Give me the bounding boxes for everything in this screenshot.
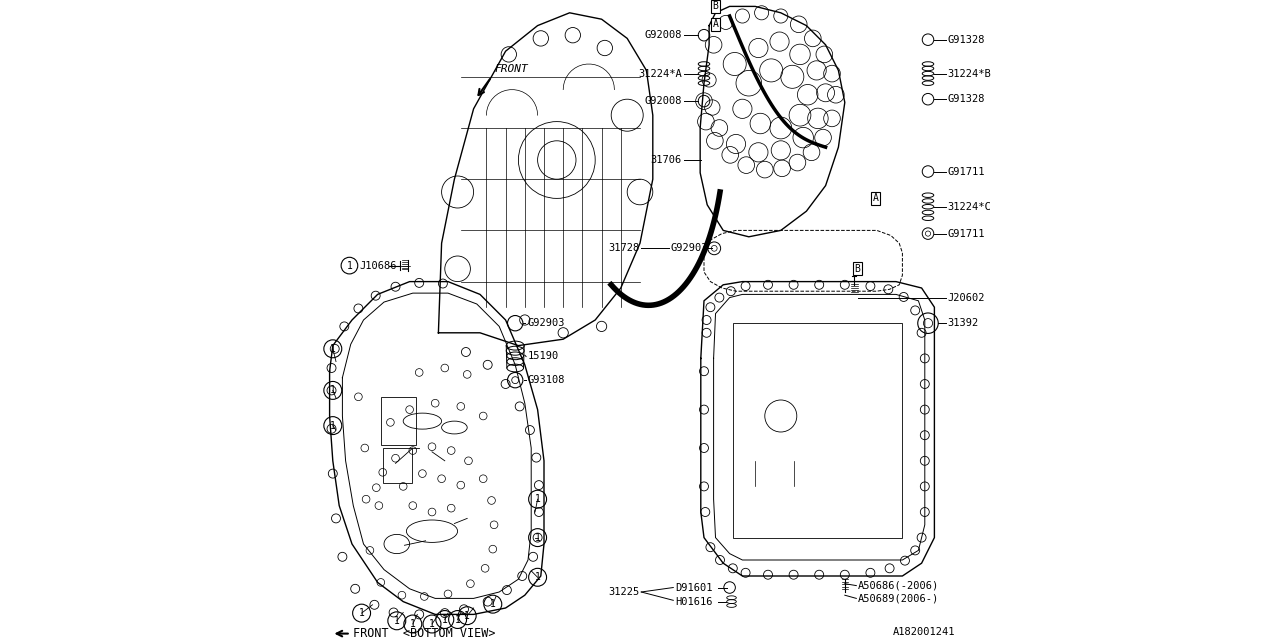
Text: 1: 1 [347,260,352,271]
Text: 1: 1 [330,420,335,431]
Text: 31706: 31706 [650,155,681,165]
Text: G92903: G92903 [671,243,708,253]
Text: 31224*A: 31224*A [637,68,681,79]
Text: 31392: 31392 [947,318,978,328]
Text: G92903: G92903 [529,318,566,328]
Text: 1: 1 [535,572,540,582]
Text: 1: 1 [410,619,416,629]
Text: D91601: D91601 [676,582,713,593]
Text: G93108: G93108 [529,375,566,385]
Text: 1: 1 [330,385,335,396]
Text: G91328: G91328 [947,94,984,104]
Text: A182001241: A182001241 [892,627,955,637]
Bar [732,323,902,538]
Text: 1: 1 [465,611,470,621]
Text: H01616: H01616 [676,596,713,607]
Bar [381,397,416,445]
Text: 1: 1 [535,494,540,504]
Bar [383,448,412,483]
Text: 1: 1 [394,616,399,626]
Text: B: B [855,264,860,274]
Text: 31224*C: 31224*C [947,202,991,212]
Text: A: A [713,19,718,29]
Text: G92008: G92008 [644,96,681,106]
Text: G91328: G91328 [947,35,984,45]
Text: J10686: J10686 [360,260,397,271]
Text: 31225: 31225 [609,587,640,597]
Text: A: A [873,193,878,204]
Text: A50689(2006-): A50689(2006-) [858,593,938,604]
Text: 1: 1 [535,532,540,543]
Text: 1: 1 [442,614,448,625]
Text: A50686(-2006): A50686(-2006) [858,580,938,591]
Text: G91711: G91711 [947,166,984,177]
Text: 1: 1 [429,619,435,629]
Text: 1: 1 [454,614,461,625]
Text: 1: 1 [490,599,495,609]
Text: 31224*B: 31224*B [947,68,991,79]
Text: J20602: J20602 [947,293,984,303]
Text: 31728: 31728 [609,243,640,253]
Text: 1: 1 [358,608,365,618]
Text: B: B [713,1,718,12]
Text: 1: 1 [330,344,335,354]
Text: G92008: G92008 [644,30,681,40]
Text: 15190: 15190 [529,351,559,362]
Text: FRONT: FRONT [494,64,527,74]
Text: FRONT  <BOTTOM VIEW>: FRONT <BOTTOM VIEW> [353,627,495,640]
Text: G91711: G91711 [947,228,984,239]
